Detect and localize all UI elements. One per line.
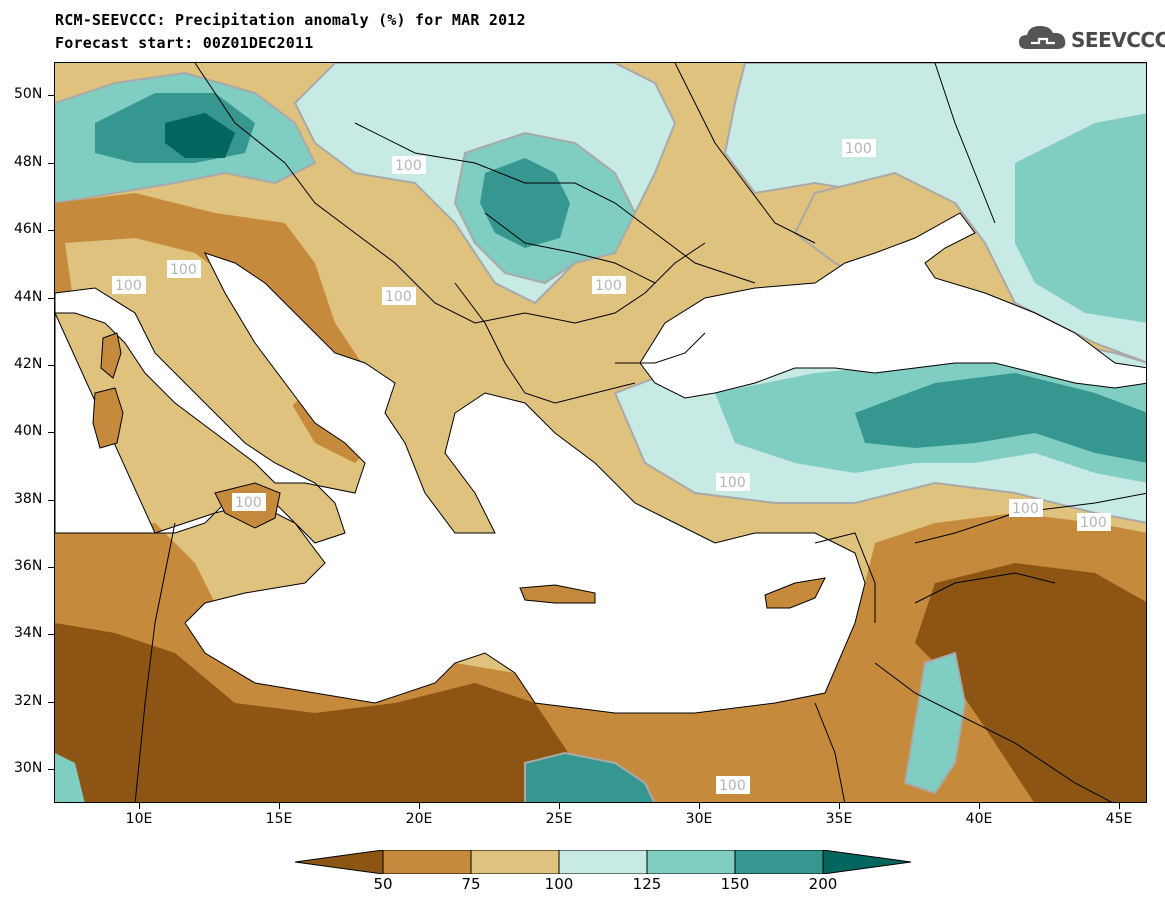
lon-label-25e: 25E — [545, 811, 573, 827]
contour-label: 100 — [719, 475, 746, 491]
colorbar-segment-lt50 — [295, 850, 384, 874]
colorbar-segment-50-75 — [382, 850, 472, 874]
very-dry-zone-syria — [915, 563, 1146, 802]
contour-label: 100 — [1080, 515, 1107, 531]
wet-zone-east — [1015, 113, 1146, 323]
colorbar — [295, 850, 911, 874]
anomaly-map: 100 100 100 100 100 100 100 100 100 100 … — [54, 62, 1147, 803]
contour-label: 100 — [845, 141, 872, 157]
map-svg: 100 100 100 100 100 100 100 100 100 100 … — [55, 63, 1146, 802]
lon-label-30e: 30E — [685, 811, 713, 827]
extreme-wet-zone-nw — [165, 113, 235, 158]
lat-label-44n: 44N — [14, 289, 43, 305]
colorbar-label-125: 125 — [632, 875, 662, 893]
contour-label: 100 — [595, 278, 622, 294]
colorbar-segment-100-125 — [558, 850, 648, 874]
contour-label: 100 — [395, 158, 422, 174]
cyprus — [764, 577, 826, 609]
colorbar-label-150: 150 — [720, 875, 750, 893]
lat-label-42n: 42N — [14, 356, 43, 372]
lat-label-36n: 36N — [14, 558, 43, 574]
colorbar-segment-125-150 — [646, 850, 736, 874]
lat-label-48n: 48N — [14, 154, 43, 170]
lon-label-10e: 10E — [125, 811, 153, 827]
colorbar-segment-75-100 — [470, 850, 560, 874]
colorbar-label-75: 75 — [461, 875, 481, 893]
lat-label-38n: 38N — [14, 491, 43, 507]
country-borders — [134, 63, 1146, 802]
lon-label-20e: 20E — [405, 811, 433, 827]
cloud-icon — [1019, 26, 1066, 49]
lon-label-35e: 35E — [825, 811, 853, 827]
mediterranean-sea — [55, 252, 866, 714]
corsica — [100, 332, 122, 379]
contour-label: 100 — [385, 289, 412, 305]
lat-label-34n: 34N — [14, 625, 43, 641]
colorbar-segment-150-200 — [734, 850, 824, 874]
forecast-start-subtitle: Forecast start: 00Z01DEC2011 — [55, 34, 314, 52]
logo-text: SEEVCCC — [1071, 28, 1165, 52]
lon-label-15e: 15E — [265, 811, 293, 827]
black-sea — [639, 212, 1146, 399]
colorbar-label-100: 100 — [544, 875, 574, 893]
colorbar-label-50: 50 — [373, 875, 393, 893]
contour-label: 100 — [719, 778, 746, 794]
wet-zone-egypt-coast — [524, 751, 656, 802]
very-dry-zone-libya — [55, 623, 652, 802]
lon-label-45e: 45E — [1105, 811, 1133, 827]
contour-labels: 100 100 100 100 100 100 100 100 100 100 … — [112, 139, 1111, 794]
wet-zone-jordan — [903, 651, 967, 795]
very-wet-zone-carpathian — [480, 158, 570, 248]
colorbar-label-200: 200 — [808, 875, 838, 893]
chart-title: RCM-SEEVCCC: Precipitation anomaly (%) f… — [55, 11, 526, 29]
sardinia — [92, 387, 124, 449]
very-wet-zone-anatolia — [855, 373, 1146, 463]
contour-label: 100 — [235, 495, 262, 511]
contour-label: 100 — [1012, 501, 1039, 517]
crete — [519, 584, 596, 604]
lon-label-40e: 40E — [965, 811, 993, 827]
contour-label: 100 — [115, 278, 142, 294]
lat-label-46n: 46N — [14, 221, 43, 237]
contour-label: 100 — [170, 262, 197, 278]
lat-label-32n: 32N — [14, 693, 43, 709]
lat-label-50n: 50N — [14, 86, 43, 102]
lat-label-40n: 40N — [14, 423, 43, 439]
colorbar-segment-gt200 — [822, 850, 911, 874]
wet-zone-sw-corner — [55, 753, 85, 802]
seevccc-logo: SEEVCCC — [1017, 21, 1165, 57]
lat-label-30n: 30N — [14, 760, 43, 776]
